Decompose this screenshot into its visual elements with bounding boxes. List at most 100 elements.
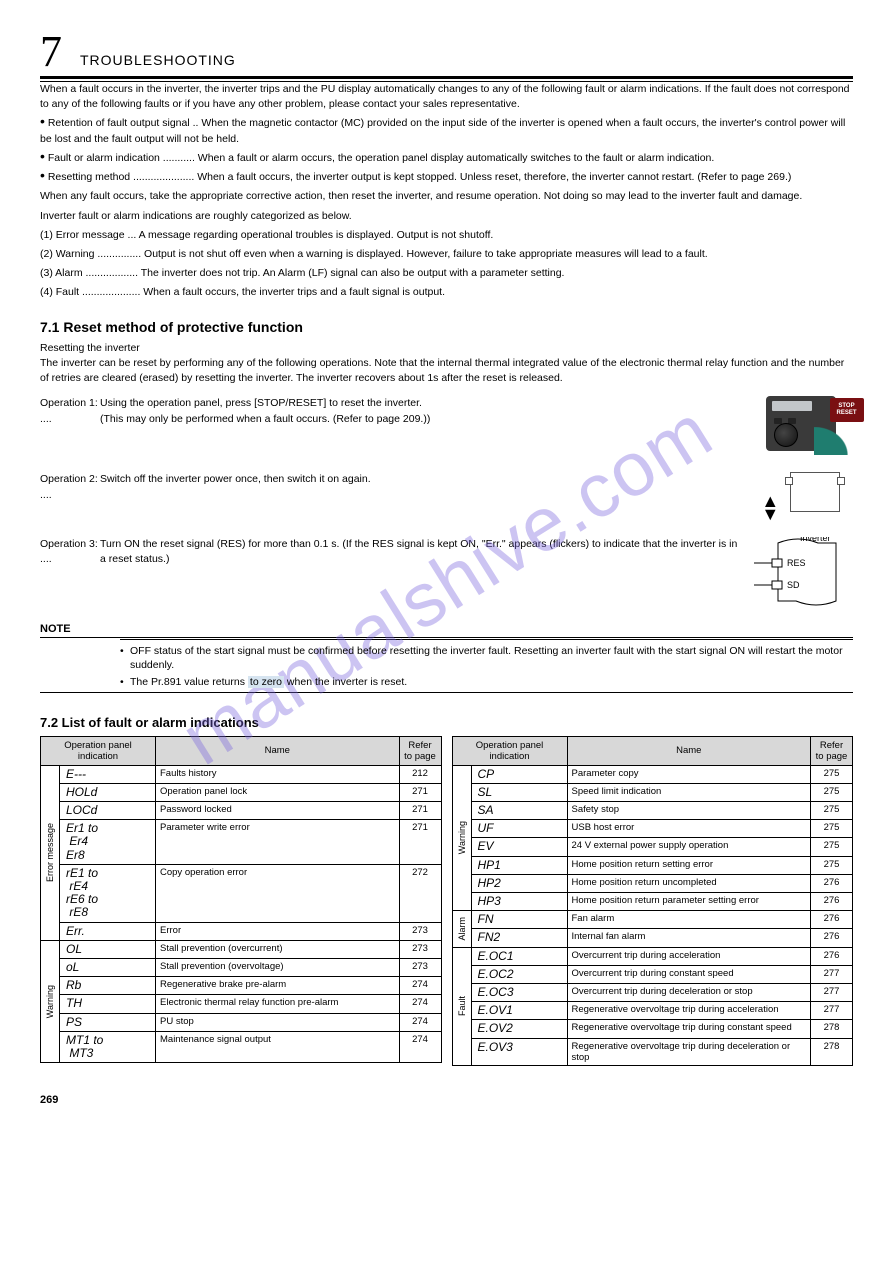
table-row: Err.Error273 [41, 922, 442, 940]
fault-name-cell: Regenerative overvoltage trip during dec… [567, 1038, 811, 1065]
display-code-cell: FN2 [471, 929, 567, 947]
display-code-cell: E--- [60, 765, 156, 783]
display-code-cell: LOCd [60, 802, 156, 820]
chapter-number: 7 [40, 30, 62, 74]
table-row: FN2Internal fan alarm276 [452, 929, 853, 947]
table-row: RbRegenerative brake pre-alarm274 [41, 977, 442, 995]
page-ref-cell: 278 [811, 1038, 853, 1065]
display-code-cell: TH [60, 995, 156, 1013]
note-item: The Pr.891 value returns to zero when th… [120, 675, 853, 690]
terminal-svg-icon: RES SD Inverter [748, 537, 840, 607]
page-ref-cell: 277 [811, 1002, 853, 1020]
group-label-cell: Warning [452, 765, 471, 911]
page-ref-cell: 272 [399, 864, 441, 922]
page-ref-cell: 276 [811, 874, 853, 892]
reset-op-index: Operation 2: .... [40, 472, 100, 502]
page-ref-cell: 278 [811, 1020, 853, 1038]
display-code-cell: Er1 to Er4 Er8 [60, 820, 156, 865]
display-code-cell: HP3 [471, 893, 567, 911]
terminal-illustration: RES SD Inverter [748, 537, 853, 607]
display-code-cell: SL [471, 783, 567, 801]
chapter-title: TROUBLESHOOTING [80, 52, 236, 68]
table-row: MT1 to MT3Maintenance signal output274 [41, 1031, 442, 1062]
page-ref-cell: 276 [811, 893, 853, 911]
table-header: Operation panel indication [41, 736, 156, 765]
display-code-cell: E.OV2 [471, 1020, 567, 1038]
table-row: THElectronic thermal relay function pre-… [41, 995, 442, 1013]
display-code-cell: Err. [60, 922, 156, 940]
table-row: Er1 to Er4 Er8Parameter write error271 [41, 820, 442, 865]
fault-name-cell: Overcurrent trip during acceleration [567, 947, 811, 965]
fault-name-cell: Fan alarm [567, 911, 811, 929]
page-ref-cell: 271 [399, 783, 441, 801]
page-ref-cell: 274 [399, 977, 441, 995]
display-code-cell: PS [60, 1013, 156, 1031]
fault-name-cell: Speed limit indication [567, 783, 811, 801]
page-number: 269 [40, 1094, 853, 1106]
fault-name-cell: Password locked [156, 802, 400, 820]
display-code-cell: E.OC1 [471, 947, 567, 965]
reset-op-index: Operation 3: .... [40, 537, 100, 567]
category-line: (3) Alarm .................. The inverte… [40, 266, 853, 281]
table-row: AlarmFNFan alarm276 [452, 911, 853, 929]
reset-op-index: Operation 1: .... [40, 396, 100, 426]
fault-name-cell: USB host error [567, 820, 811, 838]
reset-op-text: Turn ON the reset signal (RES) for more … [100, 537, 738, 567]
intro-para: • Resetting method .....................… [40, 170, 853, 185]
page-ref-cell: 275 [811, 765, 853, 783]
table-row: PSPU stop274 [41, 1013, 442, 1031]
table-row: SASafety stop275 [452, 802, 853, 820]
table-row: E.OC3Overcurrent trip during deceleratio… [452, 983, 853, 1001]
table-row: E.OV1Regenerative overvoltage trip durin… [452, 1002, 853, 1020]
display-code-cell: E.OC3 [471, 983, 567, 1001]
table-row: HP3Home position return parameter settin… [452, 893, 853, 911]
terminal-res-label: RES [787, 558, 806, 568]
table-row: UFUSB host error275 [452, 820, 853, 838]
display-code-cell: E.OV1 [471, 1002, 567, 1020]
terminal-box-label: Inverter [800, 537, 831, 543]
group-label-cell: Fault [452, 947, 471, 1065]
display-code-cell: HP2 [471, 874, 567, 892]
display-code-cell: HP1 [471, 856, 567, 874]
page-ref-cell: 275 [811, 802, 853, 820]
fault-table-right: Operation panel indication Name Refer to… [452, 736, 854, 1066]
keypad-illustration: STOP RESET [748, 396, 853, 456]
fault-name-cell: Regenerative brake pre-alarm [156, 977, 400, 995]
display-code-cell: OL [60, 940, 156, 958]
group-label-cell: Alarm [452, 911, 471, 947]
reset-operation-1: Operation 1: .... Using the operation pa… [40, 396, 853, 456]
power-cycle-illustration: ▲▼ [748, 472, 853, 520]
fault-name-cell: Parameter copy [567, 765, 811, 783]
fault-name-cell: Internal fan alarm [567, 929, 811, 947]
display-code-cell: rE1 to rE4 rE6 to rE8 [60, 864, 156, 922]
reset-operation-2: Operation 2: .... Switch off the inverte… [40, 472, 853, 520]
category-line: (1) Error message ... A message regardin… [40, 228, 853, 243]
display-code-cell: EV [471, 838, 567, 856]
fault-tables: Operation panel indication Name Refer to… [40, 736, 853, 1066]
stop-reset-button-label: STOP RESET [830, 398, 864, 422]
table-row: E.OV2Regenerative overvoltage trip durin… [452, 1020, 853, 1038]
table-row: WarningOLStall prevention (overcurrent)2… [41, 940, 442, 958]
table-row: Error messageE---Faults history212 [41, 765, 442, 783]
table-row: LOCdPassword locked271 [41, 802, 442, 820]
category-line: (2) Warning ............... Output is no… [40, 247, 853, 262]
table-row: HP1Home position return setting error275 [452, 856, 853, 874]
fault-name-cell: 24 V external power supply operation [567, 838, 811, 856]
table-row: rE1 to rE4 rE6 to rE8Copy operation erro… [41, 864, 442, 922]
intro-para: When a fault occurs in the inverter, the… [40, 82, 853, 112]
display-code-cell: CP [471, 765, 567, 783]
page-ref-cell: 276 [811, 911, 853, 929]
page-ref-cell: 275 [811, 820, 853, 838]
table-header: Operation panel indication [452, 736, 567, 765]
reset-operations: Operation 1: .... Using the operation pa… [40, 396, 853, 606]
table-row: oLStall prevention (overvoltage)273 [41, 958, 442, 976]
fault-name-cell: Regenerative overvoltage trip during acc… [567, 1002, 811, 1020]
fault-name-cell: Stall prevention (overcurrent) [156, 940, 400, 958]
updown-arrows-icon: ▲▼ [761, 495, 779, 520]
intro-para: • Fault or alarm indication ........... … [40, 151, 853, 166]
table-row: SLSpeed limit indication275 [452, 783, 853, 801]
display-code-cell: SA [471, 802, 567, 820]
table-row: WarningCPParameter copy275 [452, 765, 853, 783]
intro-block: When a fault occurs in the inverter, the… [40, 82, 853, 301]
highlighted-text: to zero [248, 676, 284, 688]
